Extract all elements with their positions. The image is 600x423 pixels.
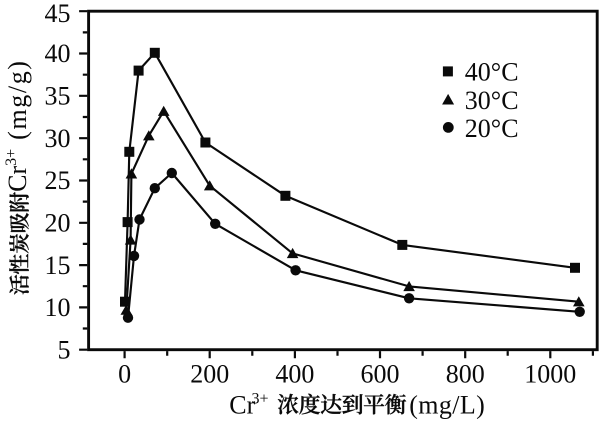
svg-text:Cr: Cr [229, 391, 255, 420]
svg-text:45: 45 [45, 0, 71, 28]
svg-text:3+: 3+ [252, 391, 269, 408]
svg-text:35: 35 [45, 82, 71, 111]
svg-text:10: 10 [45, 293, 71, 322]
svg-text:1000: 1000 [524, 360, 576, 389]
svg-text:30: 30 [45, 124, 71, 153]
svg-text:20°C: 20°C [465, 114, 519, 143]
svg-text:0: 0 [118, 360, 131, 389]
svg-text:5: 5 [58, 335, 71, 364]
svg-text:800: 800 [446, 360, 485, 389]
svg-text:15: 15 [45, 251, 71, 280]
svg-text:(mg/g): (mg/g) [3, 59, 32, 139]
svg-text:Cr: Cr [3, 165, 32, 191]
svg-text:(mg/L): (mg/L) [409, 391, 485, 420]
svg-text:20: 20 [45, 209, 71, 238]
svg-text:40: 40 [45, 39, 71, 68]
svg-text:30°C: 30°C [465, 86, 519, 115]
svg-text:3+: 3+ [3, 149, 20, 166]
svg-text:40°C: 40°C [465, 58, 519, 87]
svg-text:400: 400 [275, 360, 314, 389]
svg-text:25: 25 [45, 166, 71, 195]
svg-text:200: 200 [190, 360, 229, 389]
svg-text:600: 600 [361, 360, 400, 389]
